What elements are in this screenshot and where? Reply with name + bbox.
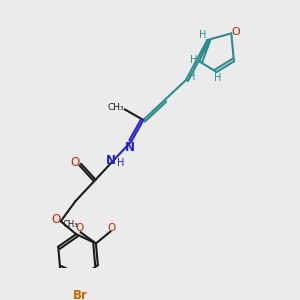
Text: O: O	[232, 27, 241, 37]
Text: CH₃: CH₃	[108, 103, 124, 112]
Text: CH₃: CH₃	[63, 220, 78, 229]
Text: O: O	[75, 224, 83, 233]
Text: H: H	[214, 73, 222, 83]
Text: O: O	[107, 223, 116, 233]
Text: N: N	[106, 154, 116, 167]
Text: O: O	[70, 156, 79, 169]
Text: O: O	[51, 213, 61, 226]
Text: H: H	[117, 158, 124, 168]
Text: H: H	[190, 55, 197, 65]
Text: Br: Br	[73, 289, 87, 300]
Text: N: N	[125, 141, 135, 154]
Text: H: H	[199, 30, 206, 40]
Text: H: H	[188, 72, 196, 82]
